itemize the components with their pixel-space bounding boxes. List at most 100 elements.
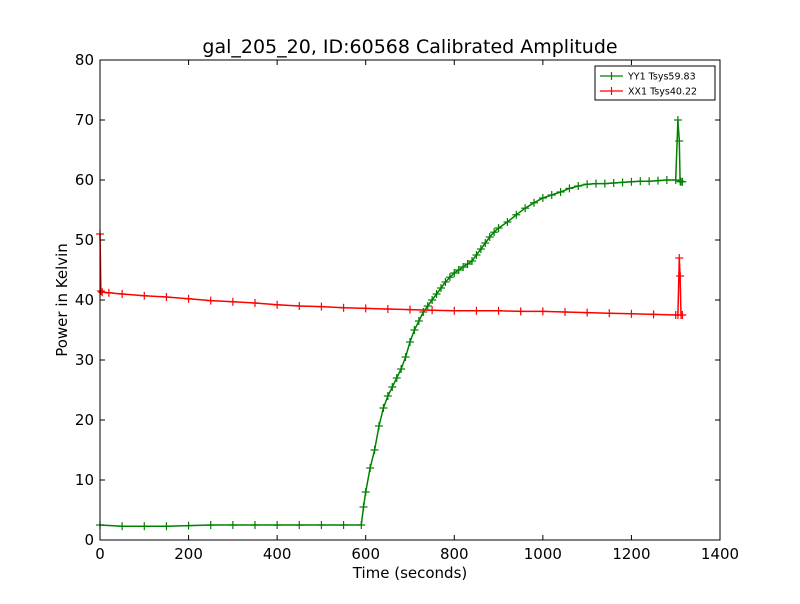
- data-point: [295, 302, 304, 310]
- data-point: [627, 309, 636, 318]
- data-point: [472, 306, 481, 315]
- data-point: [678, 311, 687, 319]
- legend-entries: YY1 Tsys59.83 XX1 Tsys40.22: [600, 72, 697, 98]
- data-point: [678, 177, 687, 186]
- data-point: [521, 204, 530, 213]
- data-point: [673, 116, 682, 124]
- data-point: [428, 296, 437, 304]
- data-point: [450, 306, 459, 315]
- data-point: [339, 521, 348, 529]
- data-point: [459, 263, 468, 271]
- legend-label: YY1 Tsys59.83: [627, 72, 696, 83]
- data-point: [406, 305, 414, 314]
- data-point: [432, 290, 441, 298]
- data-point: [104, 288, 113, 297]
- legend: YY1 Tsys59.83 XX1 Tsys40.22: [594, 65, 716, 101]
- data-point: [206, 521, 215, 529]
- data-point: [649, 310, 658, 319]
- y-tick-label: 60: [75, 171, 94, 189]
- x-tick-label: 1000: [524, 545, 562, 563]
- data-point: [228, 297, 237, 306]
- data-point: [437, 284, 445, 292]
- x-tick-label: 400: [263, 545, 292, 563]
- data-point: [295, 521, 304, 529]
- data-point: [512, 210, 521, 219]
- data-point: [184, 521, 193, 530]
- x-tick-label: 200: [174, 545, 203, 563]
- data-point: [388, 383, 397, 391]
- data-point: [636, 177, 645, 186]
- data-point: [485, 233, 494, 241]
- data-point: [676, 272, 685, 280]
- data-point: [574, 182, 583, 190]
- data-point: [383, 392, 392, 400]
- data-point: [618, 178, 627, 187]
- y-tick-label: 40: [75, 291, 94, 309]
- data-point: [140, 291, 149, 300]
- data-point: [251, 299, 259, 307]
- y-tick-label: 0: [84, 531, 94, 549]
- data-point: [366, 464, 375, 472]
- data-point: [357, 521, 366, 529]
- data-point: [538, 194, 547, 202]
- data-point: [392, 374, 401, 382]
- data-point: [423, 302, 432, 310]
- data-point: [675, 254, 684, 262]
- data-point: [184, 294, 193, 303]
- data-point: [162, 293, 171, 301]
- data-point: [317, 521, 326, 529]
- x-tick-label: 1400: [701, 545, 739, 563]
- data-point: [251, 521, 259, 529]
- y-tick-label: 20: [75, 411, 94, 429]
- data-point: [96, 287, 105, 295]
- data-point: [361, 488, 370, 496]
- data-point: [490, 228, 499, 237]
- data-point: [468, 257, 476, 265]
- data-point: [671, 176, 680, 184]
- data-point: [361, 304, 370, 313]
- data-point: [339, 303, 348, 312]
- data-point: [206, 296, 215, 305]
- y-axis-label: Power in Kelvin: [53, 243, 71, 357]
- series-line: [99, 119, 683, 527]
- data-point: [273, 521, 282, 529]
- y-tick-label: 30: [75, 351, 94, 369]
- data-point: [556, 188, 565, 196]
- series-group: [96, 116, 687, 531]
- data-point: [583, 180, 592, 189]
- y-tick-label: 10: [75, 471, 94, 489]
- series-layer: [96, 116, 687, 531]
- data-point: [359, 503, 368, 511]
- data-point: [494, 224, 503, 232]
- data-point: [654, 176, 662, 185]
- data-point: [441, 278, 450, 286]
- legend-label: XX1 Tsys40.22: [628, 87, 697, 98]
- y-tick-label: 70: [75, 111, 94, 129]
- data-point: [406, 338, 414, 346]
- data-point: [140, 522, 149, 531]
- data-point: [410, 326, 419, 334]
- data-point: [605, 309, 614, 318]
- chart-title: gal_205_20, ID:60568 Calibrated Amplitud…: [202, 36, 617, 58]
- data-point: [472, 251, 481, 259]
- data-point: [662, 176, 671, 184]
- data-point: [228, 521, 237, 529]
- data-point: [118, 290, 127, 298]
- legend-entry: XX1 Tsys40.22: [600, 87, 697, 98]
- plot-frame: [99, 59, 721, 541]
- data-point: [538, 307, 547, 316]
- x-tick-label: 600: [351, 545, 380, 563]
- data-point: [481, 239, 490, 247]
- data-point: [476, 245, 485, 253]
- data-point: [370, 446, 379, 454]
- data-point: [627, 177, 636, 186]
- data-point: [162, 522, 171, 531]
- data-point: [503, 218, 512, 226]
- x-tick-label: 1200: [612, 545, 650, 563]
- data-point: [273, 300, 282, 309]
- data-point: [583, 308, 592, 317]
- data-point: [383, 305, 392, 313]
- x-axis-label: Time (seconds): [352, 564, 468, 582]
